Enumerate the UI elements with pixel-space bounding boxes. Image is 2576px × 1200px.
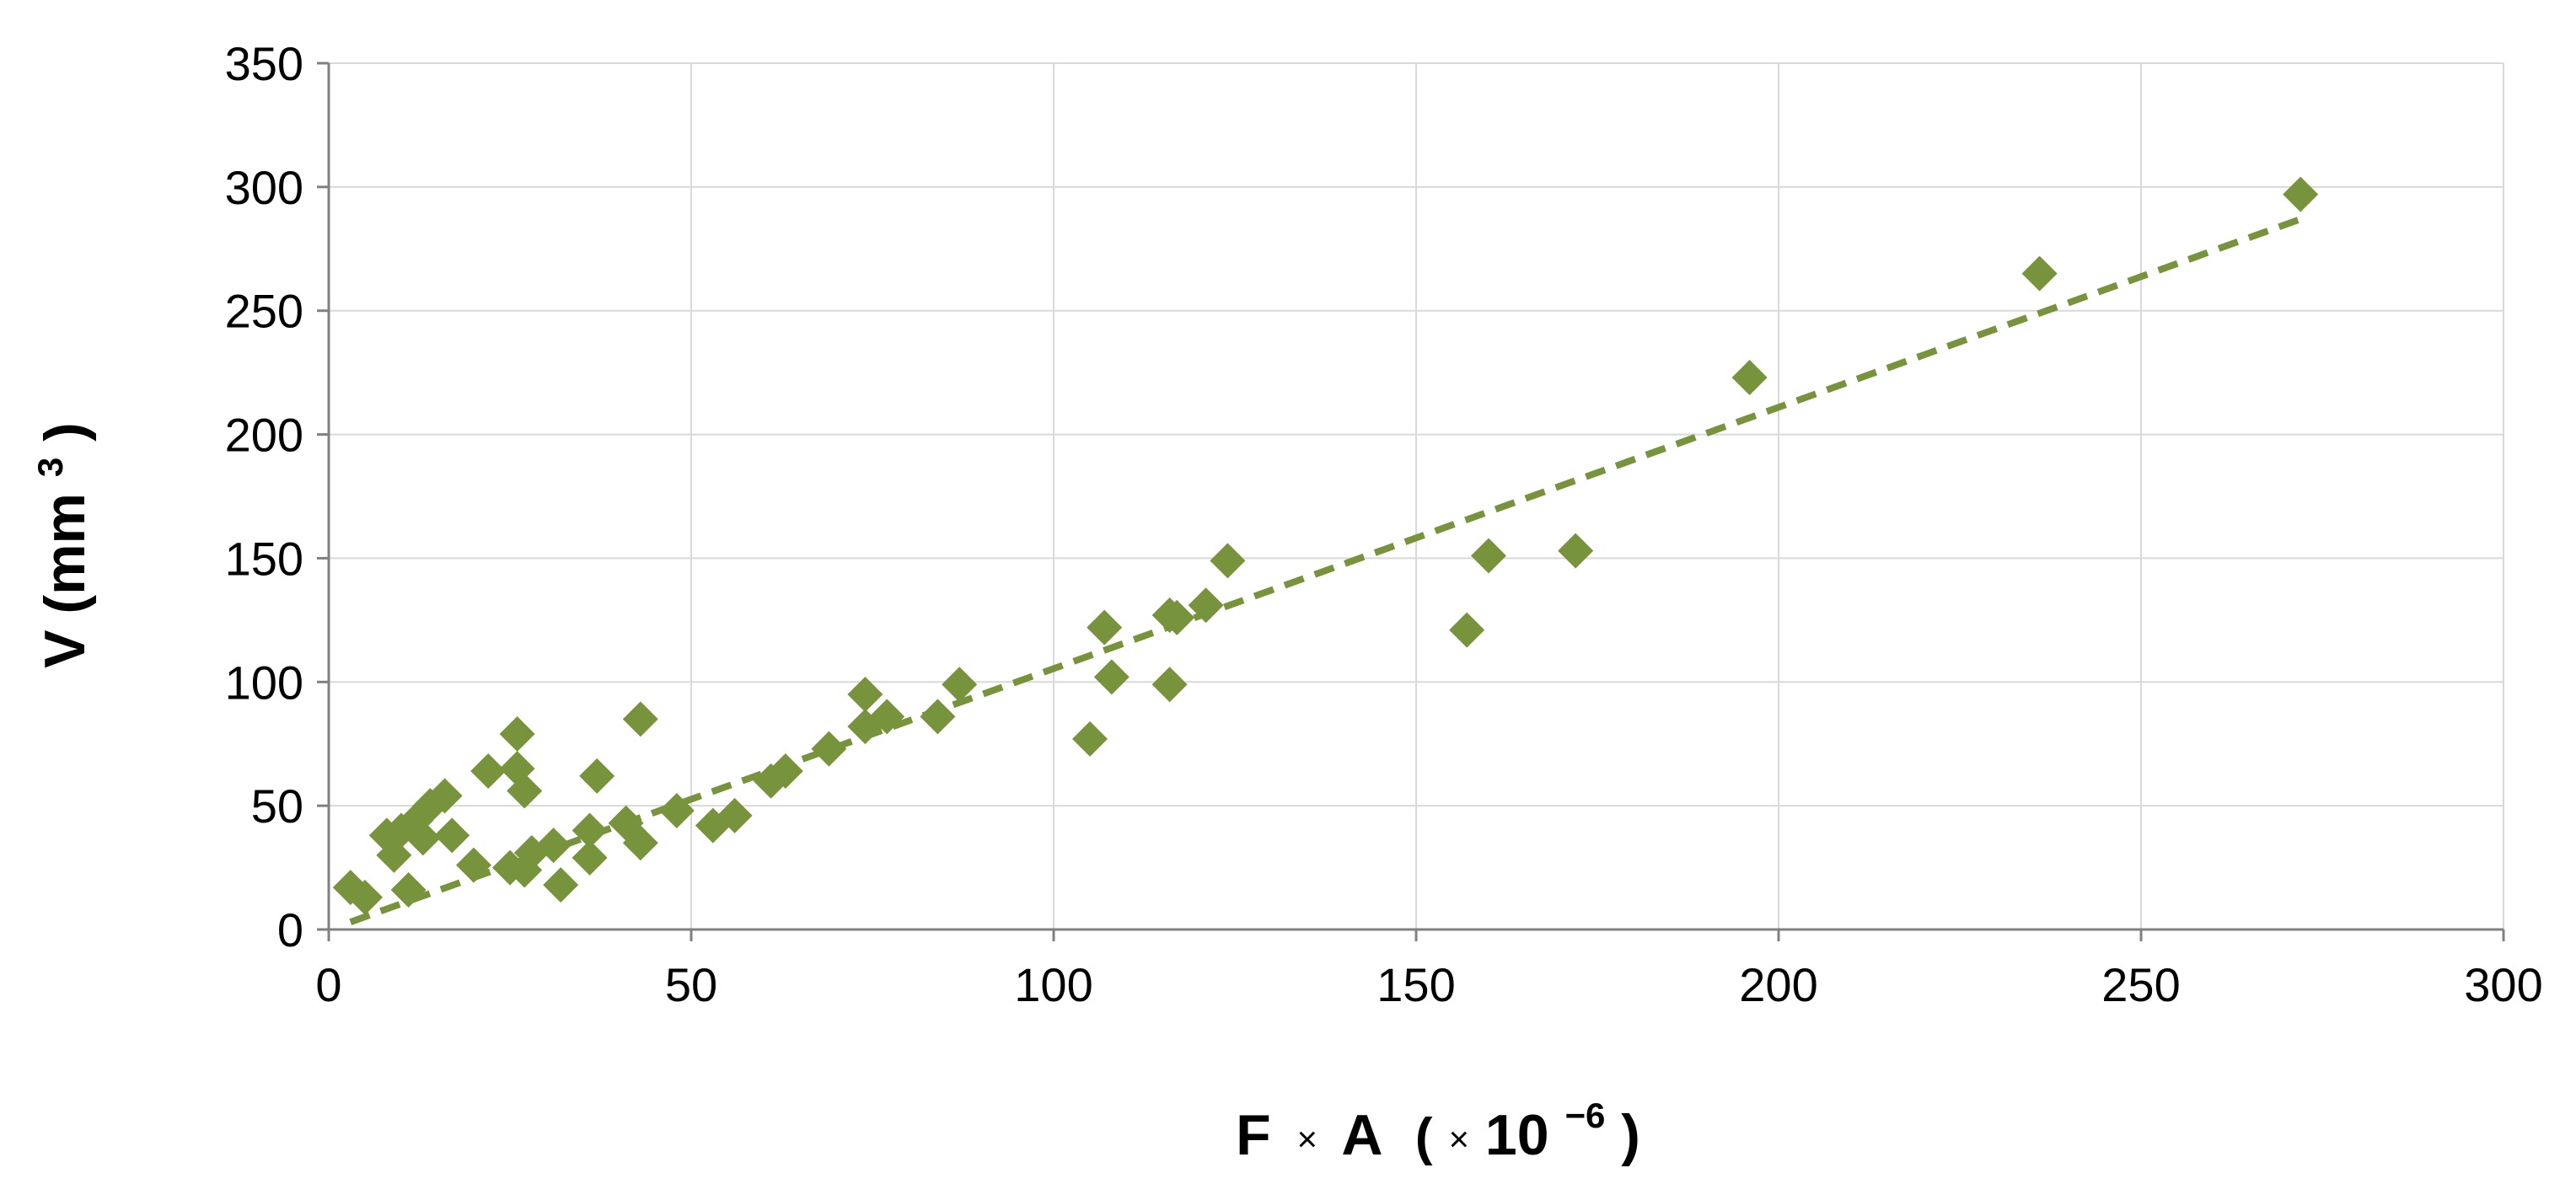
x-tick-label: 50: [665, 958, 717, 1011]
data-point: [1159, 599, 1195, 635]
data-point: [942, 667, 978, 703]
data-point: [347, 879, 383, 915]
tick-labels: 0 50 100 150 200 250 300 350 0 50 100 150 200 250 300: [225, 37, 2543, 1011]
x-tick-label: 250: [2101, 958, 2180, 1011]
data-point: [622, 701, 658, 737]
data-point: [767, 753, 803, 790]
data-point: [427, 778, 463, 814]
data-point: [1151, 667, 1188, 703]
trendline-layer: [349, 216, 2302, 925]
data-point: [412, 788, 448, 824]
data-point: [2021, 255, 2058, 292]
data-point: [1188, 587, 1224, 624]
data-point: [543, 867, 579, 903]
data-point: [1072, 721, 1108, 757]
axes: [317, 62, 2505, 941]
x-tick-label: 300: [2464, 958, 2542, 1011]
data-point: [1093, 659, 1130, 695]
x-tick-label: 0: [315, 958, 341, 1011]
data-point: [1449, 612, 1485, 648]
data-point: [920, 699, 956, 735]
x-axis-title: F × A ( × 10 −6 ): [1236, 1076, 1640, 1167]
y-axis-title: V (mm 3 ): [11, 422, 97, 668]
data-point: [1210, 543, 1246, 579]
data-point: [470, 753, 507, 790]
x-tick-label: 100: [1014, 958, 1092, 1011]
data-point: [1087, 609, 1123, 646]
x-tick-label: 150: [1377, 958, 1455, 1011]
data-point: [572, 812, 608, 849]
data-point: [579, 758, 615, 794]
data-point: [869, 699, 905, 735]
data-point: [390, 872, 427, 908]
y-tick-label: 200: [225, 409, 303, 462]
y-tick-label: 300: [225, 161, 303, 214]
data-point: [1731, 360, 1768, 396]
y-tick-label: 150: [225, 532, 303, 585]
data-point: [507, 773, 543, 809]
data-point: [456, 847, 491, 883]
data-point: [535, 828, 572, 864]
data-point: [434, 817, 470, 854]
data-point: [405, 820, 441, 856]
y-tick-label: 100: [225, 656, 303, 709]
trendline: [349, 216, 2302, 925]
data-point: [716, 797, 753, 833]
data-point: [622, 825, 658, 861]
data-point: [1558, 533, 1594, 569]
data-point: [2283, 176, 2319, 212]
data-points: [332, 176, 2319, 915]
y-tick-label: 0: [277, 903, 303, 956]
y-tick-label: 250: [225, 285, 303, 338]
x-tick-label: 200: [1739, 958, 1817, 1011]
data-point: [847, 676, 883, 712]
y-tick-label: 350: [225, 37, 303, 90]
data-point: [499, 715, 535, 752]
data-point: [658, 793, 695, 829]
gridlines: [329, 62, 2504, 929]
y-tick-label: 50: [251, 779, 303, 833]
data-point: [572, 839, 608, 876]
data-point: [811, 731, 847, 767]
data-point: [1471, 538, 1506, 574]
